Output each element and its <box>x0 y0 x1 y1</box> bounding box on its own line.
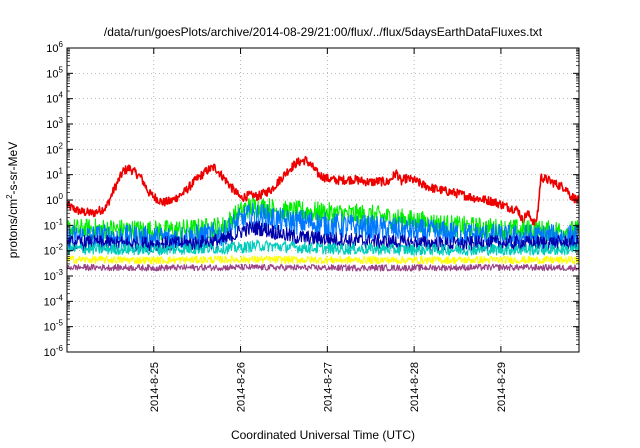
y-tick-label: 10-5 <box>44 319 64 334</box>
series-line <box>66 220 580 253</box>
y-tick-label: 102 <box>46 141 63 156</box>
y-tick-label: 101 <box>46 167 63 182</box>
series-line <box>66 255 580 265</box>
y-tick-label: 10-3 <box>44 268 64 283</box>
y-tick-label: 104 <box>46 91 63 106</box>
axis-ticks <box>67 47 579 353</box>
series-line <box>66 263 580 272</box>
series-line <box>66 155 580 227</box>
series-line <box>66 239 580 256</box>
y-tick-labels: 10-6 10-5 10-4 10-3 10-2 10-1 100 101 102 103 104 1… <box>44 40 64 359</box>
y-tick-label: 10-4 <box>44 293 64 308</box>
y-axis-label: protons/cm2-s-sr-MeV <box>5 142 20 258</box>
series-line <box>66 202 580 252</box>
y-tick-label: 10-6 <box>44 344 64 359</box>
series-line <box>66 197 580 243</box>
y-tick-label: 10-2 <box>44 243 64 258</box>
x-tick-label: 2014-8-27 <box>322 362 334 412</box>
series-lines <box>66 155 580 272</box>
x-tick-label: 2014-8-25 <box>149 362 161 412</box>
x-tick-labels: 2014-8-25 2014-8-26 2014-8-27 2014-8-28 2014… <box>149 362 508 412</box>
x-tick-label: 2014-8-28 <box>409 362 421 412</box>
x-tick-label: 2014-8-29 <box>496 362 508 412</box>
y-tick-label: 10-1 <box>44 217 64 232</box>
y-tick-label: 103 <box>46 116 63 131</box>
y-tick-label: 106 <box>46 40 63 55</box>
x-axis-label: Coordinated Universal Time (UTC) <box>231 428 415 442</box>
y-tick-label: 105 <box>46 65 63 80</box>
x-tick-label: 2014-8-26 <box>236 362 248 412</box>
chart-title: /data/run/goesPlots/archive/2014-08-29/2… <box>104 25 543 39</box>
y-tick-label: 100 <box>46 192 63 207</box>
